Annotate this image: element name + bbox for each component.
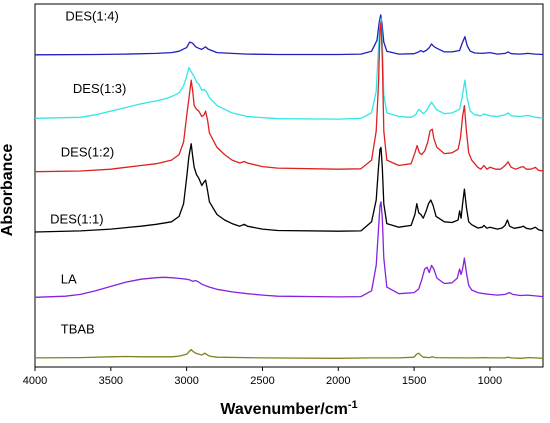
x-tick-label: 4000 — [23, 375, 47, 387]
y-axis-title: Absorbance — [0, 144, 16, 237]
series-label-des-1-2: DES(1:2) — [61, 144, 114, 159]
series-label-tbab: TBAB — [61, 322, 95, 337]
series-line-des-1-2 — [34, 21, 544, 173]
series-line-la — [34, 201, 544, 298]
series-lines — [34, 14, 544, 359]
x-tick-label: 1500 — [402, 375, 426, 387]
x-tick-label: 2000 — [326, 375, 350, 387]
x-axis-title: Wavenumber/cm-1 — [220, 399, 357, 418]
series-label-la: LA — [61, 272, 77, 287]
x-axis-title-superscript: -1 — [348, 399, 358, 411]
x-tick-label: 2500 — [250, 375, 274, 387]
x-axis-title-text: Wavenumber/cm — [220, 401, 347, 418]
series-label-des-1-4: DES(1:4) — [65, 8, 118, 23]
x-tick-label: 3000 — [174, 375, 198, 387]
series-label-des-1-3: DES(1:3) — [73, 81, 126, 96]
series-line-des-1-1 — [34, 143, 544, 233]
x-tick-label: 1000 — [478, 375, 502, 387]
x-tick-label: 3500 — [99, 375, 123, 387]
series-line-des-1-4 — [34, 14, 544, 56]
series-line-tbab — [34, 348, 544, 359]
plot-area — [34, 3, 544, 368]
series-labels: DES(1:4) DES(1:3) DES(1:2) DES(1:1) LA TBAB — [50, 8, 126, 336]
series-label-des-1-1: DES(1:1) — [50, 212, 103, 227]
x-axis: 4000 3500 3000 2500 2000 1500 1000 — [23, 367, 502, 387]
